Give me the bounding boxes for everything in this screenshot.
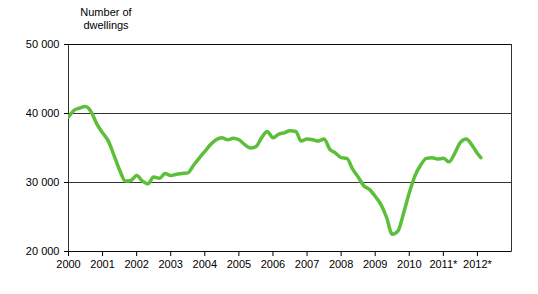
svg-text:2001: 2001 <box>90 258 114 270</box>
svg-text:40 000: 40 000 <box>26 107 60 119</box>
svg-text:2010: 2010 <box>397 258 421 270</box>
svg-text:2011*: 2011* <box>429 258 458 270</box>
svg-text:30 000: 30 000 <box>26 176 60 188</box>
html-text:Number of dwellings: Number of dwellings <box>80 6 132 31</box>
svg-text:2000: 2000 <box>56 258 80 270</box>
svg-text:2003: 2003 <box>158 258 182 270</box>
svg-text:20 000: 20 000 <box>26 245 60 257</box>
svg-text:2005: 2005 <box>227 258 251 270</box>
svg-text:2004: 2004 <box>193 258 217 270</box>
svg-text:2012*: 2012* <box>463 258 492 270</box>
svg-text:2002: 2002 <box>124 258 148 270</box>
svg-text:2007: 2007 <box>295 258 319 270</box>
svg-text:2006: 2006 <box>261 258 285 270</box>
svg-text:2008: 2008 <box>329 258 353 270</box>
svg-text:2009: 2009 <box>363 258 387 270</box>
svg-text:50 000: 50 000 <box>26 38 60 50</box>
